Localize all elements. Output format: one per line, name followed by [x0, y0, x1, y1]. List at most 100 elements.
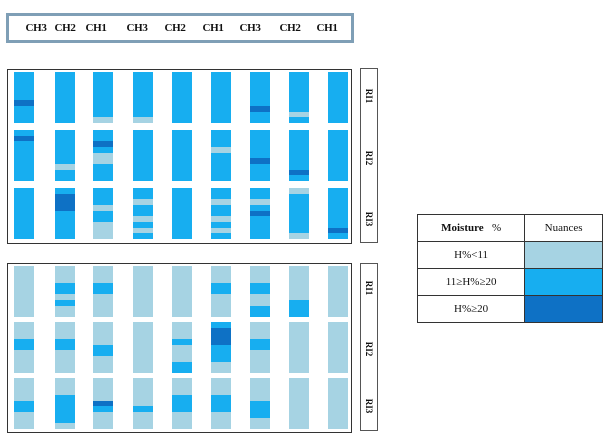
legend-header-moisture-text: Moisture: [441, 222, 484, 234]
moisture-cell: [133, 111, 153, 118]
moisture-cell: [55, 169, 75, 176]
row-label: RI1: [364, 88, 374, 104]
moisture-cell: [172, 111, 192, 118]
moisture-cell: [250, 169, 270, 176]
moisture-cell: [55, 423, 75, 430]
moisture-cell: [93, 233, 113, 240]
moisture-cell: [172, 130, 192, 137]
moisture-cell: [133, 327, 153, 334]
moisture-cell: [328, 111, 348, 118]
moisture-cell: [93, 333, 113, 340]
moisture-cell: [133, 193, 153, 200]
moisture-cell: [93, 305, 113, 312]
moisture-cell: [172, 350, 192, 357]
moisture-cell: [289, 412, 309, 419]
moisture-cell: [172, 300, 192, 307]
moisture-cell: [93, 227, 113, 234]
moisture-cell: [250, 188, 270, 195]
moisture-cell: [55, 322, 75, 329]
moisture-cell: [289, 233, 309, 240]
channel-label: CH2: [279, 22, 301, 34]
moisture-cell: [133, 333, 153, 340]
moisture-cell: [250, 288, 270, 295]
moisture-cell: [14, 389, 34, 396]
moisture-cell: [93, 339, 113, 346]
moisture-cell: [55, 271, 75, 278]
moisture-cell: [14, 356, 34, 363]
moisture-cell: [250, 152, 270, 159]
moisture-cell: [93, 188, 113, 195]
moisture-cell: [93, 77, 113, 84]
moisture-cell: [133, 222, 153, 229]
moisture-cell: [328, 339, 348, 346]
moisture-cell: [172, 141, 192, 148]
moisture-cell: [211, 333, 231, 340]
moisture-panel-bottom: [7, 263, 352, 433]
moisture-cell: [14, 294, 34, 301]
moisture-cell: [289, 210, 309, 217]
moisture-cell: [93, 205, 113, 212]
moisture-cell: [250, 193, 270, 200]
moisture-cell: [55, 361, 75, 368]
moisture-cell: [133, 367, 153, 374]
moisture-cell: [328, 89, 348, 96]
moisture-cell: [211, 361, 231, 368]
moisture-cell: [133, 130, 153, 137]
moisture-cell: [250, 271, 270, 278]
moisture-cell: [133, 227, 153, 234]
moisture-cell: [93, 89, 113, 96]
moisture-cell: [172, 356, 192, 363]
moisture-cell: [14, 266, 34, 273]
moisture-cell: [14, 205, 34, 212]
moisture-cell: [211, 417, 231, 424]
moisture-cell: [93, 130, 113, 137]
moisture-cell: [14, 344, 34, 351]
moisture-cell: [55, 412, 75, 419]
moisture-cell: [93, 169, 113, 176]
moisture-cell: [211, 164, 231, 171]
moisture-cell: [14, 100, 34, 107]
moisture-cell: [55, 266, 75, 273]
moisture-cell: [328, 383, 348, 390]
moisture-cell: [93, 283, 113, 290]
moisture-cell: [211, 152, 231, 159]
moisture-cell: [328, 152, 348, 159]
moisture-cell: [133, 271, 153, 278]
moisture-cell: [211, 339, 231, 346]
moisture-cell: [14, 283, 34, 290]
moisture-cell: [14, 83, 34, 90]
moisture-cell: [289, 152, 309, 159]
moisture-cell: [55, 193, 75, 200]
moisture-cell: [55, 378, 75, 385]
moisture-cell: [211, 356, 231, 363]
moisture-cell: [93, 350, 113, 357]
moisture-cell: [55, 117, 75, 124]
moisture-cell: [14, 378, 34, 385]
moisture-cell: [289, 141, 309, 148]
moisture-cell: [328, 158, 348, 165]
moisture-cell: [93, 210, 113, 217]
moisture-cell: [211, 130, 231, 137]
moisture-cell: [93, 222, 113, 229]
moisture-cell: [55, 216, 75, 223]
moisture-cell: [250, 227, 270, 234]
moisture-cell: [211, 227, 231, 234]
moisture-cell: [14, 300, 34, 307]
moisture-cell: [93, 271, 113, 278]
moisture-cell: [211, 389, 231, 396]
moisture-cell: [328, 277, 348, 284]
moisture-cell: [328, 283, 348, 290]
moisture-cell: [14, 412, 34, 419]
moisture-cell: [289, 89, 309, 96]
moisture-cell: [55, 288, 75, 295]
moisture-cell: [211, 199, 231, 206]
moisture-cell: [289, 322, 309, 329]
moisture-cell: [172, 311, 192, 318]
moisture-cell: [172, 339, 192, 346]
moisture-cell: [250, 216, 270, 223]
moisture-cell: [133, 277, 153, 284]
channel-label: CH2: [164, 22, 186, 34]
moisture-cell: [133, 412, 153, 419]
moisture-cell: [172, 205, 192, 212]
moisture-cell: [172, 117, 192, 124]
